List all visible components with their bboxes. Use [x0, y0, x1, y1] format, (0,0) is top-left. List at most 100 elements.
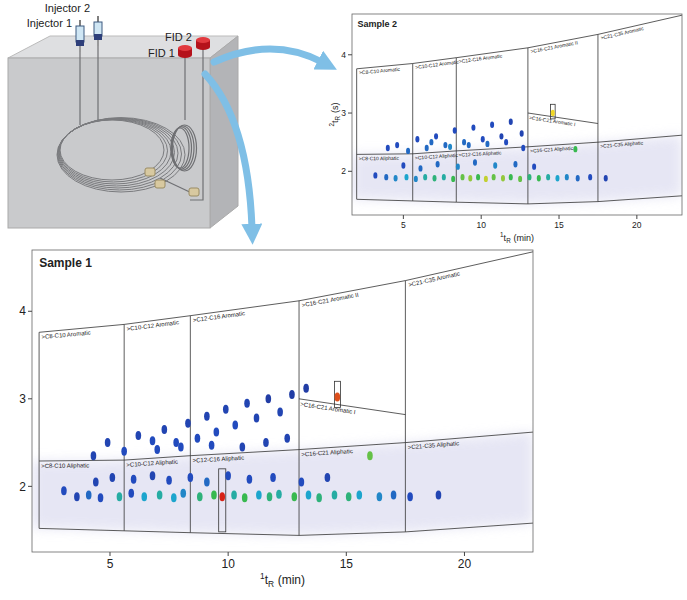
- peak: [493, 162, 497, 168]
- peak: [391, 491, 397, 500]
- peak: [267, 492, 273, 501]
- region-label: >C12-C16 Aromatic: [193, 310, 246, 323]
- peak: [467, 142, 471, 148]
- x-tick: [636, 215, 637, 219]
- capillary: [185, 48, 203, 200]
- chart-title: Sample 2: [357, 19, 397, 29]
- peak: [225, 471, 231, 480]
- peak: [476, 174, 480, 180]
- region-label: >C10-C12 Aromatic: [126, 319, 179, 332]
- x-tick-label: 15: [340, 557, 354, 571]
- plot-frame: [352, 14, 682, 215]
- peak: [128, 489, 134, 498]
- peak: [86, 491, 92, 500]
- y-tick-label: 2: [341, 166, 346, 176]
- y-tick: [28, 398, 32, 399]
- peak: [204, 412, 210, 421]
- plunger: [97, 16, 99, 22]
- peak: [588, 174, 592, 180]
- peak: [377, 492, 383, 501]
- region-curve: [357, 196, 682, 204]
- peak: [471, 124, 475, 130]
- peak: [277, 407, 283, 416]
- peak: [513, 161, 517, 167]
- peak: [289, 390, 295, 399]
- plot-area: [352, 15, 682, 204]
- peak: [223, 405, 229, 414]
- peak: [425, 145, 429, 151]
- peak: [141, 492, 147, 501]
- peak: [256, 491, 262, 500]
- x-axis-title: 1tR(min): [260, 571, 305, 589]
- y-tick: [348, 171, 352, 172]
- peak: [453, 127, 457, 133]
- capillary: [97, 46, 98, 120]
- connector: [189, 188, 199, 196]
- region-boundary: [412, 64, 413, 201]
- region-label: >C21-C35 Aromatic: [600, 25, 644, 41]
- syringe-barrel: [94, 22, 102, 36]
- peak: [395, 142, 399, 148]
- peak: [185, 419, 191, 428]
- peak: [162, 425, 168, 434]
- background-haze: [352, 135, 682, 204]
- region-boundary: [356, 69, 357, 200]
- peak: [436, 161, 440, 167]
- peak: [154, 445, 160, 454]
- peak: [299, 477, 305, 486]
- y-axis-title: 2tR(s): [328, 103, 341, 127]
- peak: [335, 393, 341, 402]
- peak: [404, 174, 408, 180]
- peak: [546, 174, 550, 180]
- peak: [121, 447, 127, 456]
- peak: [481, 136, 485, 142]
- peak: [61, 486, 67, 495]
- column-coil-2: [173, 125, 197, 171]
- peak: [367, 451, 373, 460]
- peak: [292, 492, 298, 501]
- peak: [436, 491, 442, 500]
- region-label: >C8-C10 Aliphatic: [41, 462, 89, 468]
- peak: [485, 141, 489, 147]
- peak: [270, 473, 276, 482]
- peak: [136, 431, 142, 440]
- box-front: [8, 58, 210, 228]
- peak: [173, 438, 179, 447]
- fid-top: [178, 45, 192, 51]
- region-curve: [39, 432, 533, 461]
- peak: [74, 492, 80, 501]
- x-tick: [403, 215, 404, 219]
- x-tick-label: 20: [632, 220, 642, 230]
- needle: [98, 40, 99, 46]
- peak: [386, 145, 390, 151]
- peak: [527, 174, 531, 180]
- region-label: >C16-C21 Aromatic II: [301, 292, 359, 309]
- region-label: >C16-C21 Aromatic I: [300, 401, 356, 415]
- peak: [448, 144, 452, 150]
- peak: [214, 428, 220, 437]
- peak: [433, 175, 437, 181]
- peak: [244, 399, 250, 408]
- region-label: >C21-C35 Aliphatic: [600, 139, 644, 149]
- plot-frame: [32, 250, 533, 552]
- plot-bg: [32, 250, 533, 552]
- peak: [232, 421, 238, 430]
- peak: [188, 473, 194, 482]
- peak: [406, 148, 410, 154]
- label-unit: (min): [278, 573, 305, 587]
- label-sub: R: [506, 237, 511, 244]
- peak: [501, 175, 505, 181]
- background-haze: [32, 432, 533, 535]
- region-label: >C8-C10 Aromatic: [41, 330, 91, 341]
- x-tick: [559, 215, 560, 219]
- peak: [490, 121, 494, 127]
- region-curve: [39, 252, 533, 332]
- fid-base: [196, 44, 210, 50]
- peak: [332, 491, 338, 500]
- peak: [520, 130, 524, 136]
- peak: [178, 442, 184, 451]
- arrow: [214, 49, 322, 62]
- region-label: >C12-C16 Aliphatic: [192, 455, 244, 464]
- detector-label: FID 1: [148, 47, 175, 59]
- peak: [240, 442, 246, 451]
